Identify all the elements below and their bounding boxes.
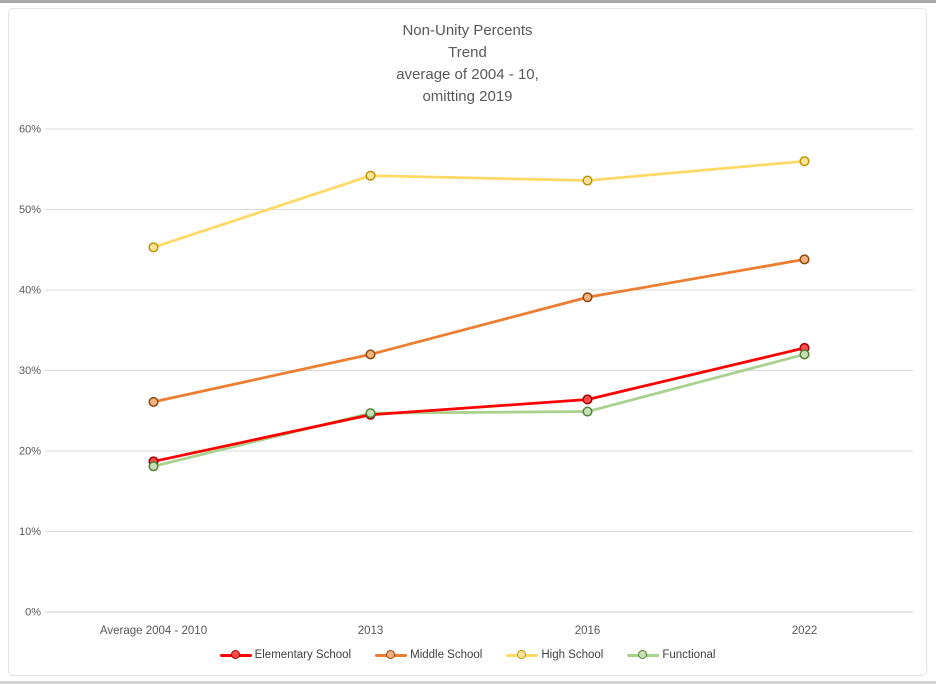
y-axis-tick-label: 0% bbox=[25, 607, 41, 619]
series-line-1 bbox=[152, 258, 806, 404]
series-line-2 bbox=[152, 159, 806, 249]
legend-label: Elementary School bbox=[254, 649, 352, 661]
legend-item-3: Functional bbox=[627, 649, 715, 661]
legend-item-0: Elementary School bbox=[219, 649, 352, 661]
series-marker-1 bbox=[799, 254, 810, 265]
y-axis-tick-label: 10% bbox=[19, 526, 41, 538]
title-line-3: average of 2004 - 10, bbox=[396, 66, 539, 83]
y-axis-tick-label: 20% bbox=[19, 446, 41, 458]
x-axis-tick-label: 2013 bbox=[358, 625, 384, 637]
series-marker-2 bbox=[582, 175, 593, 186]
series-marker-2 bbox=[799, 156, 810, 167]
series-marker-0 bbox=[582, 394, 593, 405]
series-marker-1 bbox=[365, 349, 376, 360]
title-line-1: Non-Unity Percents bbox=[402, 22, 533, 39]
legend-line-marker-icon bbox=[375, 650, 408, 660]
series-marker-3 bbox=[148, 461, 159, 472]
plot-area: 0% 10% 20% 30% 40% 50% 60% Average 2004 - 2010 2… bbox=[19, 124, 913, 637]
series-marker-1 bbox=[148, 396, 159, 407]
series-marker-3 bbox=[582, 406, 593, 417]
x-axis-tick-label: Average 2004 - 2010 bbox=[100, 625, 207, 637]
legend: Elementary School Middle School High Schoo… bbox=[9, 649, 926, 661]
series-line-0 bbox=[152, 346, 806, 463]
series-marker-2 bbox=[148, 242, 159, 253]
x-axis-tick-label: 2016 bbox=[575, 625, 601, 637]
y-axis-tick-label: 50% bbox=[19, 204, 41, 216]
legend-marker-dot bbox=[517, 650, 527, 659]
legend-marker-dot bbox=[230, 650, 240, 659]
legend-label: High School bbox=[541, 649, 604, 661]
legend-item-2: High School bbox=[506, 649, 603, 661]
legend-line-marker-icon bbox=[506, 650, 539, 660]
title-line-2: Trend bbox=[448, 44, 487, 61]
series-marker-2 bbox=[365, 170, 376, 181]
x-axis-tick-label: 2022 bbox=[792, 625, 818, 637]
legend-line-marker-icon bbox=[219, 650, 252, 660]
legend-label: Functional bbox=[662, 649, 716, 661]
chart-frame: Non-Unity Percents Trend average of 2004… bbox=[8, 8, 927, 676]
series-marker-1 bbox=[582, 292, 593, 303]
window-top-edge bbox=[0, 0, 936, 3]
legend-label: Middle School bbox=[410, 649, 483, 661]
legend-line-marker-icon bbox=[627, 650, 660, 660]
series-marker-3 bbox=[365, 408, 376, 419]
window-bottom-edge bbox=[0, 681, 936, 684]
legend-marker-dot bbox=[638, 650, 648, 659]
y-axis-tick-label: 30% bbox=[19, 365, 41, 377]
chart-title: Non-Unity Percents Trend average of 2004… bbox=[9, 20, 926, 108]
legend-item-1: Middle School bbox=[375, 649, 482, 661]
y-axis-tick-label: 40% bbox=[19, 285, 41, 297]
legend-marker-dot bbox=[386, 650, 396, 659]
title-line-4: omitting 2019 bbox=[422, 88, 513, 105]
series-line-3 bbox=[152, 353, 806, 468]
y-axis-tick-label: 60% bbox=[19, 124, 41, 136]
series-marker-3 bbox=[799, 349, 810, 360]
